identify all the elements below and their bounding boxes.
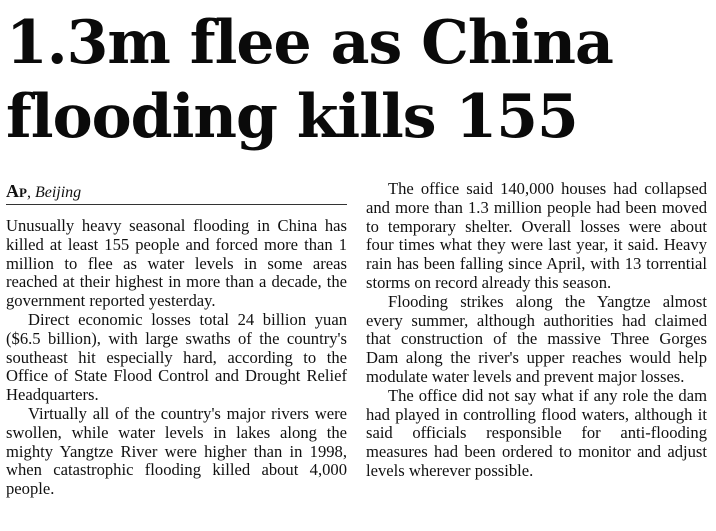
headline: 1.3m flee as China flooding kills 155 (6, 8, 614, 152)
article-paragraph: The office said 140,000 houses had colla… (366, 179, 707, 292)
byline-place: Beijing (34, 184, 82, 201)
article-paragraph: The office did not say what if any role … (366, 385, 707, 480)
article-column-right: The office said 140,000 houses had colla… (366, 179, 707, 481)
article-paragraph: Direct economic losses total 24 billion … (6, 309, 347, 405)
article-paragraph: Unusually heavy seasonal flooding in Chi… (6, 216, 347, 311)
article-column-left: Ap, Beijing Unusually heavy seasonal flo… (6, 180, 347, 499)
byline: Ap, Beijing (6, 180, 347, 205)
article-paragraph: Virtually all of the country's major riv… (6, 403, 347, 499)
byline-agency: Ap (6, 181, 27, 201)
byline-separator: , (26, 184, 31, 201)
article-paragraph: Flooding strikes along the Yangtze almos… (366, 291, 707, 386)
